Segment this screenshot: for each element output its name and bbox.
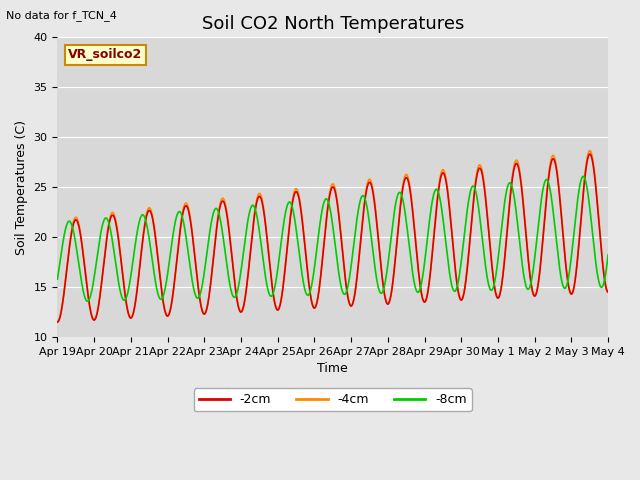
-4cm <box>589 155 596 160</box>
-8cm <box>604 252 612 258</box>
-8cm <box>589 232 596 238</box>
-8cm <box>84 299 92 304</box>
-8cm <box>589 229 596 235</box>
-4cm <box>586 148 594 154</box>
-8cm <box>54 276 61 282</box>
-2cm <box>588 156 596 162</box>
-2cm <box>321 228 329 234</box>
-4cm <box>54 319 61 324</box>
Legend: -2cm, -4cm, -8cm: -2cm, -4cm, -8cm <box>193 388 472 411</box>
-4cm <box>82 270 90 276</box>
-2cm <box>54 319 61 325</box>
-8cm <box>307 286 315 292</box>
-8cm <box>82 296 90 302</box>
-2cm <box>487 254 495 260</box>
-4cm <box>307 292 314 298</box>
Line: -8cm: -8cm <box>58 177 608 301</box>
Text: No data for f_TCN_4: No data for f_TCN_4 <box>6 10 117 21</box>
-8cm <box>322 196 330 202</box>
Line: -2cm: -2cm <box>58 154 608 322</box>
-4cm <box>604 288 612 294</box>
-2cm <box>82 272 90 277</box>
-2cm <box>586 151 594 157</box>
Text: VR_soilco2: VR_soilco2 <box>68 48 143 61</box>
X-axis label: Time: Time <box>317 362 348 375</box>
-8cm <box>579 174 587 180</box>
-4cm <box>487 253 495 259</box>
Title: Soil CO2 North Temperatures: Soil CO2 North Temperatures <box>202 15 464 33</box>
Y-axis label: Soil Temperatures (C): Soil Temperatures (C) <box>15 120 28 255</box>
-2cm <box>589 158 596 164</box>
-8cm <box>488 288 495 293</box>
Line: -4cm: -4cm <box>58 151 608 322</box>
-2cm <box>604 289 612 295</box>
-4cm <box>321 227 329 232</box>
-2cm <box>307 293 314 299</box>
-4cm <box>588 153 596 159</box>
